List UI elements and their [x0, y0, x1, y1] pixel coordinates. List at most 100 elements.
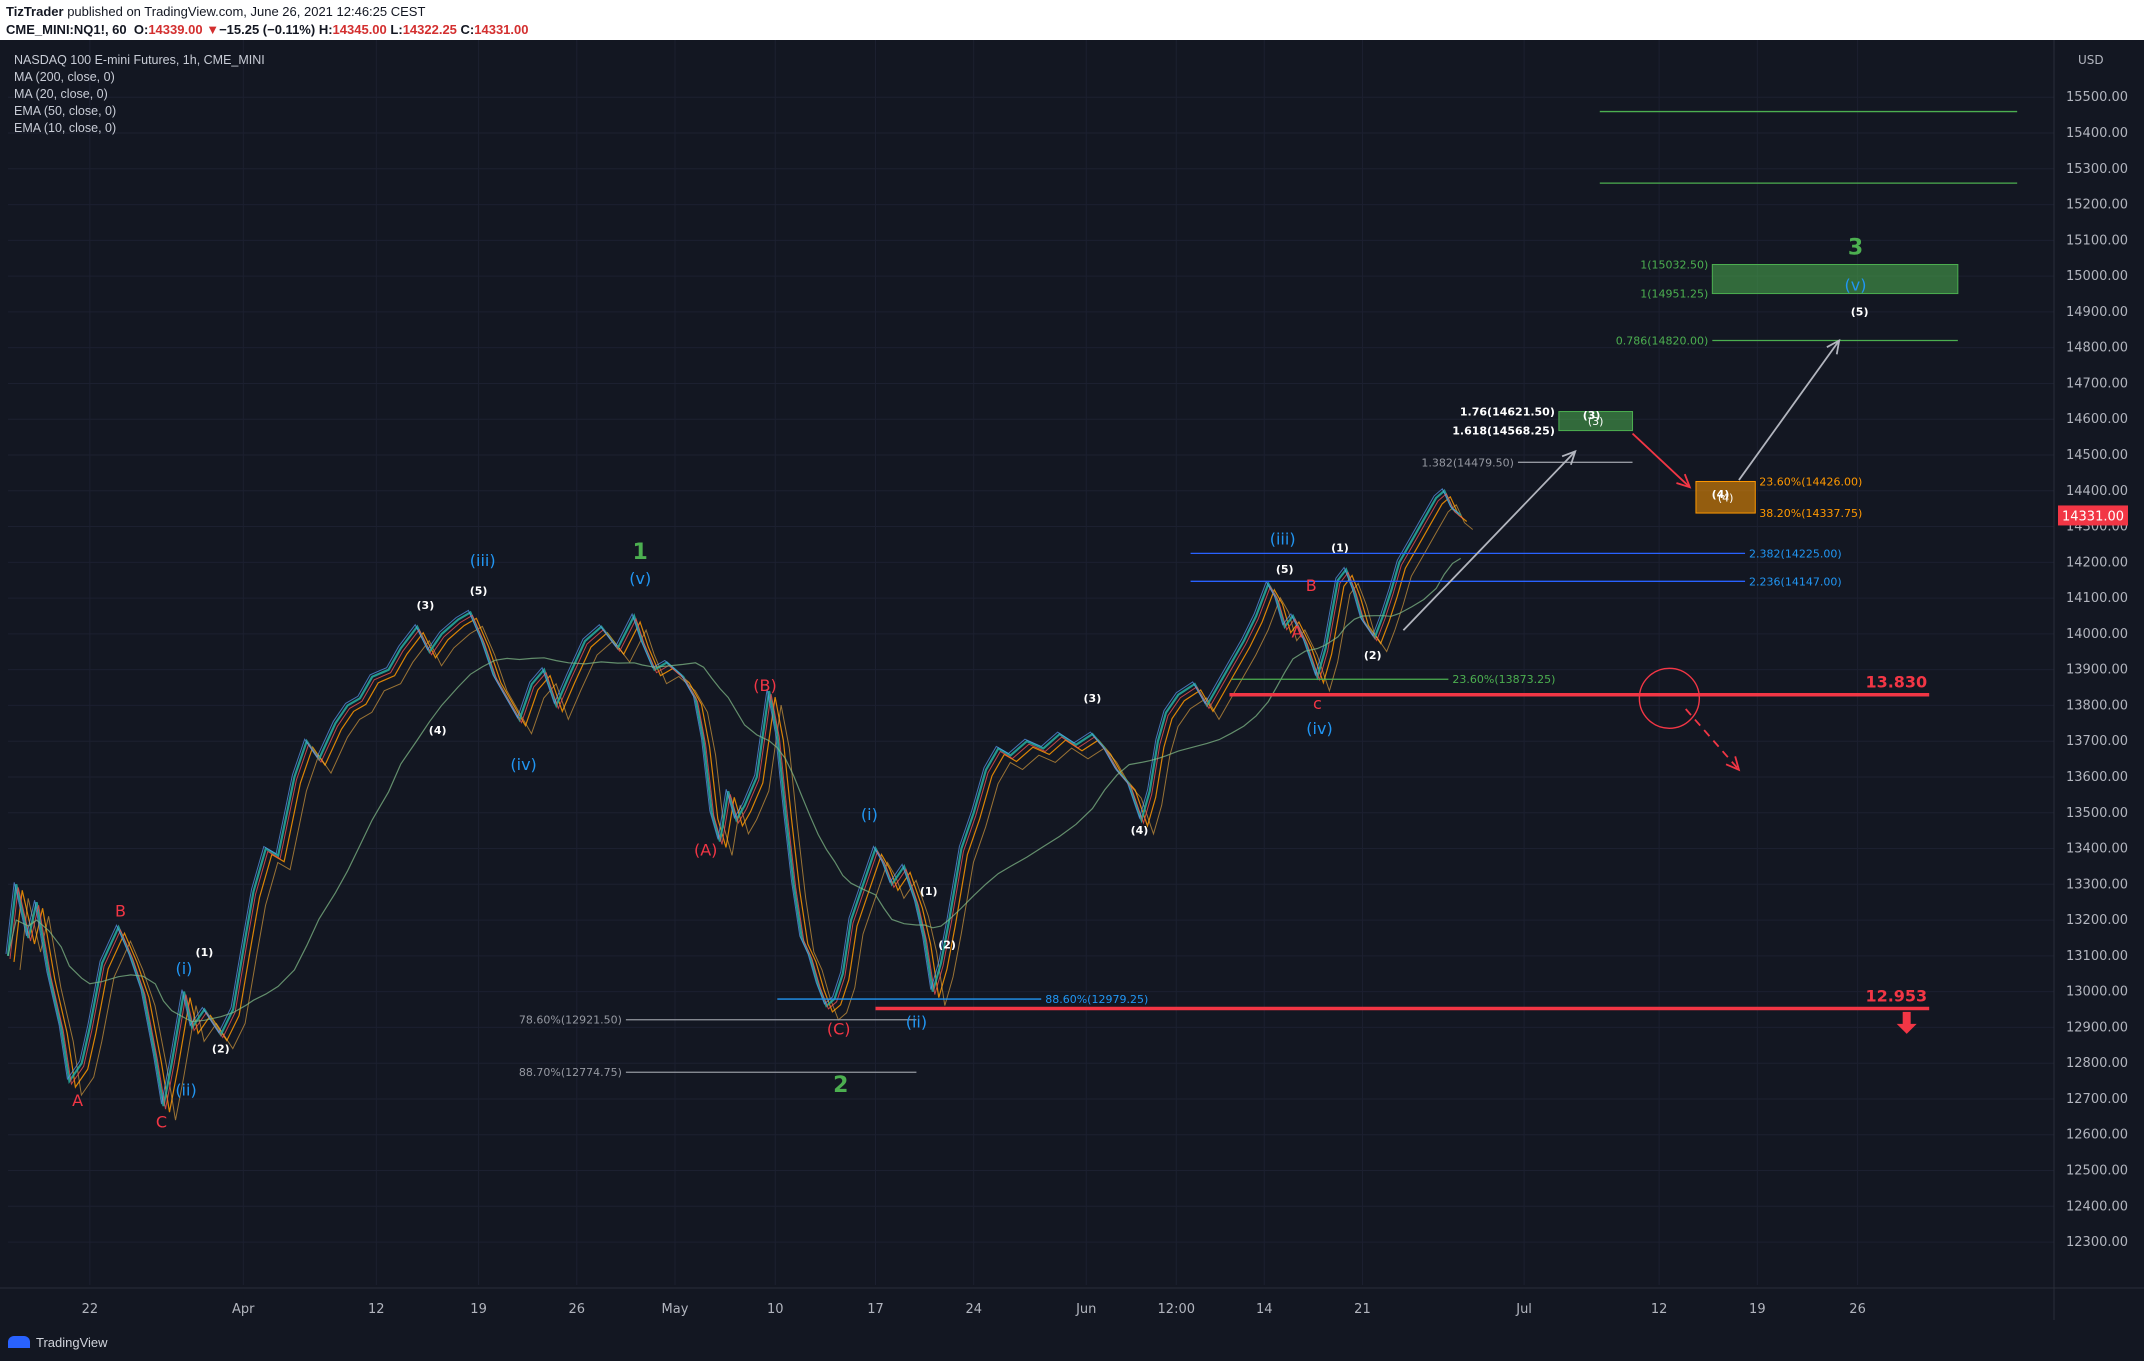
- price-chart[interactable]: 12300.00 12400.00 12500.00 12600.00 12700.00…: [0, 40, 2144, 1320]
- fib-level-label: 88.60%(12979.25): [1045, 993, 1148, 1006]
- ema50-line: [5, 487, 1460, 1105]
- tradingview-logo-icon: [8, 1336, 30, 1348]
- low-value: 14322.25: [402, 22, 457, 37]
- time-tick-label: 17: [867, 1302, 884, 1317]
- wave-label: (4): [1131, 824, 1149, 837]
- price-tick-label: 13000.00: [2066, 985, 2128, 1000]
- open-label: O:: [130, 22, 149, 37]
- wave-label: (5): [1276, 563, 1294, 576]
- wave-label: A: [1292, 622, 1303, 641]
- price-tick-label: 12900.00: [2066, 1020, 2128, 1035]
- low-label: L:: [390, 22, 403, 37]
- target-zone: [1695, 480, 1756, 514]
- currency-label: USD: [2078, 53, 2104, 67]
- price-tick-label: 15300.00: [2066, 162, 2128, 177]
- legend-ma200[interactable]: MA (200, close, 0): [14, 70, 115, 84]
- wave-label: (iii): [1270, 529, 1296, 548]
- price-tick-label: 15500.00: [2066, 90, 2128, 105]
- price-tick-label: 13800.00: [2066, 698, 2128, 713]
- target-zone: [1558, 411, 1634, 432]
- time-tick-label: 19: [1749, 1302, 1766, 1317]
- projection-arrow-3: [1738, 339, 1840, 481]
- time-tick-label: Jul: [1515, 1302, 1532, 1317]
- fib-level-label: 1.382(14479.50): [1421, 456, 1514, 469]
- time-tick-label: 12: [368, 1302, 385, 1317]
- zone-bottom-label: 38.20%(14337.75): [1759, 507, 1862, 520]
- wave-label: (ii): [906, 1012, 927, 1031]
- price-tick-label: 15000.00: [2066, 269, 2128, 284]
- chart-pane[interactable]: 12300.00 12400.00 12500.00 12600.00 12700.00…: [0, 40, 2144, 1320]
- price-tick-label: 12800.00: [2066, 1056, 2128, 1071]
- time-tick-label: 21: [1354, 1302, 1371, 1317]
- indicator-legend: NASDAQ 100 E-mini Futures, 1h, CME_MINI …: [14, 52, 265, 137]
- projection-arrow-2-head: [1676, 473, 1692, 489]
- time-tick-label: 14: [1256, 1302, 1273, 1317]
- ohlc-line: CME_MINI:NQ1!, 60 O:14339.00 ▼−15.25 (−0…: [6, 22, 529, 37]
- price-tick-label: 12400.00: [2066, 1199, 2128, 1214]
- change-down-icon: ▼: [206, 22, 220, 37]
- fib-level-label: 0.786(14820.00): [1616, 335, 1709, 348]
- zone-top-label: 1.76(14621.50): [1460, 406, 1555, 419]
- time-tick-label: 26: [1849, 1302, 1866, 1317]
- high-value: 14345.00: [332, 22, 387, 37]
- wave-label: (1): [196, 946, 214, 959]
- wave-label: (B): [753, 676, 776, 695]
- price-tick-label: 13300.00: [2066, 877, 2128, 892]
- price-tick-label: 12600.00: [2066, 1128, 2128, 1143]
- time-tick-label: 12:00: [1158, 1302, 1195, 1317]
- price-tick-label: 12300.00: [2066, 1235, 2128, 1250]
- current-price-tag: [2058, 505, 2128, 526]
- legend-ma20[interactable]: MA (20, close, 0): [14, 87, 108, 101]
- wave-label: 3: [1848, 236, 1863, 261]
- price-tick-label: 15400.00: [2066, 126, 2128, 141]
- legend-series-title[interactable]: NASDAQ 100 E-mini Futures, 1h, CME_MINI: [14, 53, 265, 67]
- price-tick-label: 14200.00: [2066, 555, 2128, 570]
- projection-arrow-4-head: [1725, 756, 1741, 772]
- price-tick-label: 14900.00: [2066, 305, 2128, 320]
- projection-arrow-4: [1685, 708, 1740, 771]
- price-tick-label: 13500.00: [2066, 806, 2128, 821]
- zone-bottom-label: 1(14951.25): [1640, 288, 1708, 301]
- ema10-line: [13, 495, 1468, 1113]
- wave-label: (3): [1084, 692, 1102, 705]
- price-tick-label: 12500.00: [2066, 1164, 2128, 1179]
- close-label: C:: [460, 22, 475, 37]
- zone-label: (4): [1718, 491, 1734, 504]
- wave-label: A: [72, 1091, 83, 1110]
- ma200-line: [7, 557, 1462, 1023]
- fib-level-label: 23.60%(13873.25): [1452, 673, 1555, 686]
- tradingview-logo[interactable]: TradingView: [8, 1335, 108, 1350]
- wave-label: (v): [629, 569, 651, 588]
- price-tick-label: 13200.00: [2066, 913, 2128, 928]
- time-tick-label: 24: [965, 1302, 982, 1317]
- fib-level-label: 2.382(14225.00): [1749, 547, 1842, 560]
- down-arrow-icon: [1896, 1011, 1917, 1034]
- target-zone: [1711, 263, 1959, 295]
- time-tick-label: 22: [82, 1302, 99, 1317]
- author-name[interactable]: TizTrader: [6, 4, 64, 19]
- price-line-down: [9, 492, 1464, 1110]
- price-tick-label: 14800.00: [2066, 341, 2128, 356]
- wave-label: (v): [1845, 275, 1867, 294]
- ma20-line: [19, 503, 1474, 1121]
- zone-top-label: 1(15032.50): [1640, 258, 1708, 271]
- legend-ema10[interactable]: EMA (10, close, 0): [14, 121, 117, 135]
- price-tick-label: 14600.00: [2066, 412, 2128, 427]
- fib-level-label: 88.70%(12774.75): [519, 1066, 622, 1079]
- wave-label: (iv): [510, 755, 536, 774]
- price-tick-label: 14100.00: [2066, 591, 2128, 606]
- footer-bar: TradingView: [0, 1326, 2144, 1361]
- price-tick-label: 13900.00: [2066, 663, 2128, 678]
- fib-level-label: 78.60%(12921.50): [519, 1014, 622, 1027]
- wave-label: (3): [417, 599, 435, 612]
- price-tick-label: 15100.00: [2066, 233, 2128, 248]
- price-line-up: [6, 489, 1462, 1107]
- projection-arrow-2: [1631, 432, 1691, 488]
- wave-label: (2): [212, 1042, 230, 1055]
- price-tick-label: 12700.00: [2066, 1092, 2128, 1107]
- symbol-label: CME_MINI:NQ1!, 60: [6, 22, 127, 37]
- publish-line: TizTrader published on TradingView.com, …: [6, 4, 425, 19]
- projection-arrow-3-head: [1826, 338, 1841, 355]
- current-price-value: 14331.00: [2062, 509, 2124, 524]
- legend-ema50[interactable]: EMA (50, close, 0): [14, 104, 117, 118]
